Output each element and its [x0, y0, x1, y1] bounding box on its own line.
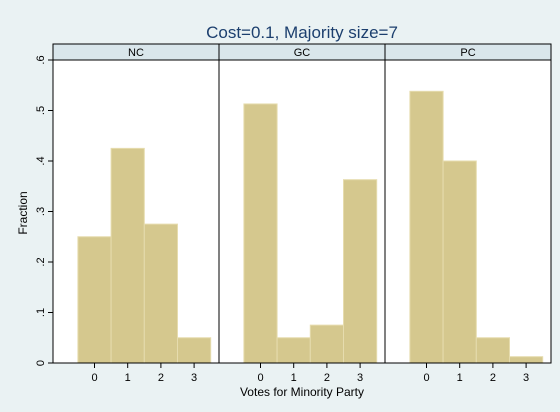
y-tick-label: .3	[35, 207, 47, 216]
x-tick-label: 3	[523, 372, 529, 384]
y-tick-label: .6	[35, 55, 47, 64]
panel-label: NC	[128, 47, 144, 59]
y-tick-label: .5	[35, 106, 47, 115]
bar	[110, 147, 145, 364]
y-axis-label: Fraction	[16, 191, 30, 234]
x-tick-label: 1	[457, 372, 463, 384]
bar	[509, 356, 544, 364]
x-tick-label: 2	[490, 372, 496, 384]
bar	[243, 103, 278, 364]
panel-label: GC	[294, 47, 311, 59]
bar	[475, 337, 510, 364]
plot-border	[384, 59, 552, 364]
x-tick-label: 3	[357, 372, 363, 384]
y-tick-label: .4	[35, 156, 47, 165]
x-tick-label: 0	[423, 372, 429, 384]
bar	[177, 337, 212, 364]
bar	[276, 337, 311, 364]
y-tick-label: 0	[35, 360, 47, 366]
y-tick-label: .2	[35, 257, 47, 266]
x-tick-label: 0	[257, 372, 263, 384]
x-tick-label: 2	[324, 372, 330, 384]
bar	[143, 223, 179, 364]
x-tick-label: 2	[158, 372, 164, 384]
panel-label: PC	[460, 47, 475, 59]
x-tick-label: 3	[191, 372, 197, 384]
bar	[77, 236, 112, 364]
x-tick-label: 0	[91, 372, 97, 384]
bar	[343, 179, 378, 364]
chart-title: Cost=0.1, Majority size=7	[206, 23, 398, 42]
bar	[309, 324, 344, 364]
x-axis-label: Votes for Minority Party	[240, 385, 364, 399]
bar	[409, 90, 444, 364]
bar	[442, 160, 477, 364]
y-tick-label: .1	[35, 308, 47, 317]
x-tick-label: 1	[125, 372, 131, 384]
x-tick-label: 1	[291, 372, 297, 384]
